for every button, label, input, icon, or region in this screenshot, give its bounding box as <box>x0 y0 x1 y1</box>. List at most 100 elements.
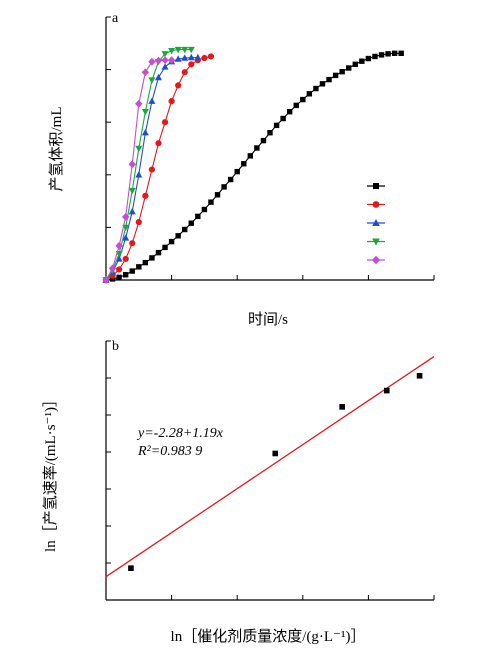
chart-b-data-point <box>416 372 423 379</box>
chart-a-data-point <box>135 145 143 153</box>
chart-a-data-point <box>181 54 189 61</box>
chart-b-y-axis-label: ln［产氢速率/(mL·s⁻¹)］ <box>42 392 59 552</box>
chart-a-data-point <box>122 272 129 278</box>
chart-a-data-point <box>121 212 130 221</box>
chart-b-data-point <box>128 565 134 571</box>
chart-a-data-point <box>136 264 142 270</box>
chart-a-data-point <box>254 145 260 151</box>
chart-a-data-point <box>115 241 123 250</box>
chart-a-data-point <box>182 226 188 233</box>
chart-a-data-point <box>155 249 162 256</box>
chart-a-data-point <box>168 98 175 105</box>
chart-a-data-point <box>128 207 136 215</box>
chart-a-data-point <box>122 255 129 263</box>
chart-a-data-point <box>306 91 313 97</box>
chart-a-data-point <box>187 53 195 61</box>
chart-b-x-axis-label: ln［催化剂质量浓度/(g·L⁻¹)］ <box>171 628 366 645</box>
chart-a-data-point <box>102 276 110 284</box>
chart-a-data-point <box>247 153 254 159</box>
chart-a-legend-marker <box>372 238 380 246</box>
chart-a-data-point <box>214 192 221 198</box>
chart-a-data-point <box>108 264 117 273</box>
chart-a-data-point <box>116 274 122 281</box>
chart-b-data-point <box>339 404 345 410</box>
chart-a-data-point <box>280 115 286 122</box>
chart-a-data-point <box>293 102 299 109</box>
chart-a-data-point <box>273 122 280 129</box>
chart-a-data-point <box>188 61 195 68</box>
chart-b-data-point <box>272 450 279 457</box>
chart-a-data-point <box>260 137 267 144</box>
chart-b-annotation-equation: y=-2.28+1.19x <box>136 426 224 441</box>
chart-a-data-point <box>168 47 176 55</box>
chart-a-data-point <box>141 68 150 77</box>
chart-a-data-point <box>141 129 149 136</box>
chart-b: b y=-2.28+1.19x R²=0.983 9 ln［催化剂质量浓度/(g… <box>42 339 435 645</box>
chart-a-data-point <box>175 233 181 239</box>
chart-a-data-point <box>319 81 326 87</box>
chart-a-data-point <box>128 187 136 195</box>
chart-a-data-point <box>162 244 168 251</box>
chart-a-data-point <box>148 57 156 66</box>
chart-a-data-point <box>128 160 136 169</box>
chart-a-legend-marker <box>372 255 380 265</box>
chart-a-x-axis-label: 时间/s <box>248 311 288 328</box>
chart-a-data-point <box>391 50 398 56</box>
chart-a-y-axis-label: 产氢体积/mL <box>48 107 65 192</box>
chart-a-data-point <box>326 76 332 83</box>
chart-a: a 时间/s 产氢体积/mL <box>48 11 435 328</box>
chart-a-data-point <box>116 266 123 273</box>
chart-a-data-point <box>332 72 339 79</box>
chart-a-data-point <box>148 166 156 173</box>
chart-a-data-point <box>181 46 189 54</box>
chart-a-data-point <box>207 53 215 60</box>
chart-a-data-point <box>187 46 195 54</box>
chart-a-data-point <box>168 238 175 245</box>
chart-a-data-point <box>365 55 372 62</box>
chart-a-data-point <box>161 51 169 58</box>
chart-a-data-point <box>313 85 319 92</box>
chart-b-plot-area <box>105 340 435 601</box>
chart-a-series-line <box>105 59 172 281</box>
chart-a-data-point <box>398 50 404 56</box>
chart-a-data-point <box>115 255 123 262</box>
chart-a-data-point <box>286 108 293 115</box>
chart-a-legend-marker <box>372 201 380 208</box>
chart-a-data-point <box>148 77 156 84</box>
chart-a-data-point <box>267 130 273 136</box>
chart-a-data-point <box>241 161 247 167</box>
chart-a-data-point <box>135 171 143 178</box>
chart-a-data-point <box>174 55 182 62</box>
chart-a-data-point <box>141 108 149 116</box>
chart-a-series-line <box>105 52 402 281</box>
chart-a-data-point <box>195 213 201 220</box>
chart-a-data-point <box>385 51 391 57</box>
chart-a-data-point <box>339 69 345 75</box>
chart-a-plot-area <box>102 16 435 284</box>
chart-a-data-point <box>161 119 169 126</box>
chart-a-data-point <box>194 53 202 61</box>
chart-a-data-point <box>154 56 163 65</box>
chart-a-data-point <box>142 259 149 266</box>
chart-b-panel-label: b <box>112 339 119 354</box>
chart-b-annotation-r2: R²=0.983 9 <box>137 444 202 459</box>
chart-a-data-point <box>135 219 142 226</box>
chart-a-data-point <box>372 53 378 60</box>
chart-a-data-point <box>142 192 149 199</box>
chart-a-data-point <box>174 46 182 54</box>
chart-a-data-point <box>181 69 188 76</box>
chart-a-data-point <box>161 63 169 70</box>
chart-a-data-point <box>129 240 136 247</box>
chart-a-data-point <box>352 61 358 68</box>
chart-a-panel-label: a <box>112 11 119 26</box>
chart-b-data-point <box>383 387 390 394</box>
chart-a-data-point <box>221 184 227 190</box>
chart-a-data-point <box>201 206 208 213</box>
chart-a-legend-marker <box>373 183 379 189</box>
chart-a-data-point <box>227 176 234 183</box>
chart-a-data-point <box>129 268 135 274</box>
chart-a-data-point <box>122 234 130 241</box>
chart-a-legend-marker <box>372 219 380 226</box>
chart-a-data-point <box>175 82 182 89</box>
